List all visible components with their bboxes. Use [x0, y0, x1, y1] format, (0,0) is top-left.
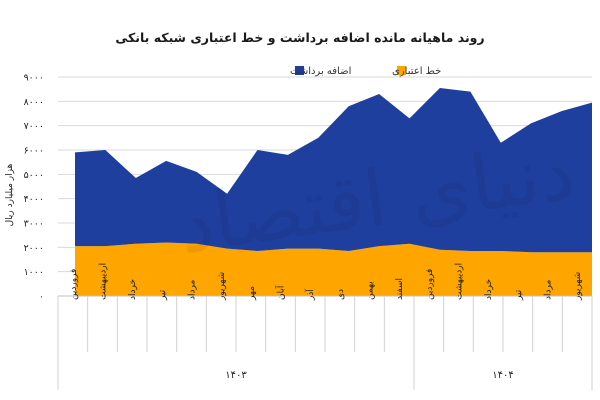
y-tick-label: ۱۰۰۰	[24, 267, 44, 278]
y-tick-label: ۹۰۰۰	[24, 73, 44, 84]
x-tick-label: فروردین	[425, 269, 435, 300]
x-tick-label: فروردین	[69, 269, 79, 300]
x-tick-label: تیر	[158, 289, 168, 301]
x-group-label: ۱۴۰۳	[225, 370, 247, 381]
x-tick-label: اردیبهشت	[455, 263, 465, 300]
x-tick-label: آبان	[275, 285, 287, 300]
y-tick-label: ۳۰۰۰	[24, 219, 44, 230]
x-tick-label: شهریور	[217, 272, 227, 301]
y-tick-label: ۵۰۰۰	[24, 170, 44, 181]
legend-swatch	[397, 66, 406, 75]
x-tick-label: خرداد	[484, 279, 494, 300]
y-tick-label: ۰	[39, 292, 44, 303]
legend: اضافه برداشت خط اعتباری	[290, 66, 441, 77]
series-areas	[75, 88, 592, 296]
chart-title: روند ماهیانه مانده اضافه برداشت و خط اعت…	[115, 30, 485, 45]
y-tick-label: ۸۰۰۰	[24, 97, 44, 108]
legend-label: اضافه برداشت	[290, 66, 351, 77]
x-tick-label: خرداد	[128, 279, 138, 300]
x-tick-label: اردیبهشت	[99, 263, 109, 300]
y-tick-label: ۷۰۰۰	[24, 121, 44, 132]
x-tick-label: دی	[336, 289, 346, 300]
legend-swatch	[295, 66, 304, 75]
x-tick-label: اسفند	[395, 278, 405, 300]
x-tick-label: بهمن	[366, 281, 376, 300]
x-tick-label: مهر	[247, 286, 257, 301]
x-tick-label: شهریور	[573, 272, 583, 301]
x-group-label: ۱۴۰۴	[492, 370, 513, 381]
axes: ۰ ۱۰۰۰ ۲۰۰۰ ۳۰۰۰ ۴۰۰۰ ۵۰۰۰ ۶۰۰۰ ۷۰۰۰ ۸۰۰۰ ۹۰۰۰ فرو…	[5, 73, 593, 390]
x-tick-label: مرداد	[188, 280, 198, 300]
x-tick-label: آذر	[304, 289, 316, 301]
y-tick-label: ۴۰۰۰	[24, 194, 44, 205]
series-area-credit-line	[75, 242, 592, 296]
series-area-overdraft	[75, 88, 592, 253]
y-axis-label: هزار میلیارد ریال	[5, 163, 15, 226]
x-tick-label: مرداد	[544, 280, 554, 300]
legend-label: خط اعتباری	[392, 66, 441, 77]
x-tick-label: تیر	[514, 289, 524, 301]
y-tick-label: ۶۰۰۰	[24, 146, 44, 157]
y-tick-label: ۲۰۰۰	[24, 243, 44, 254]
